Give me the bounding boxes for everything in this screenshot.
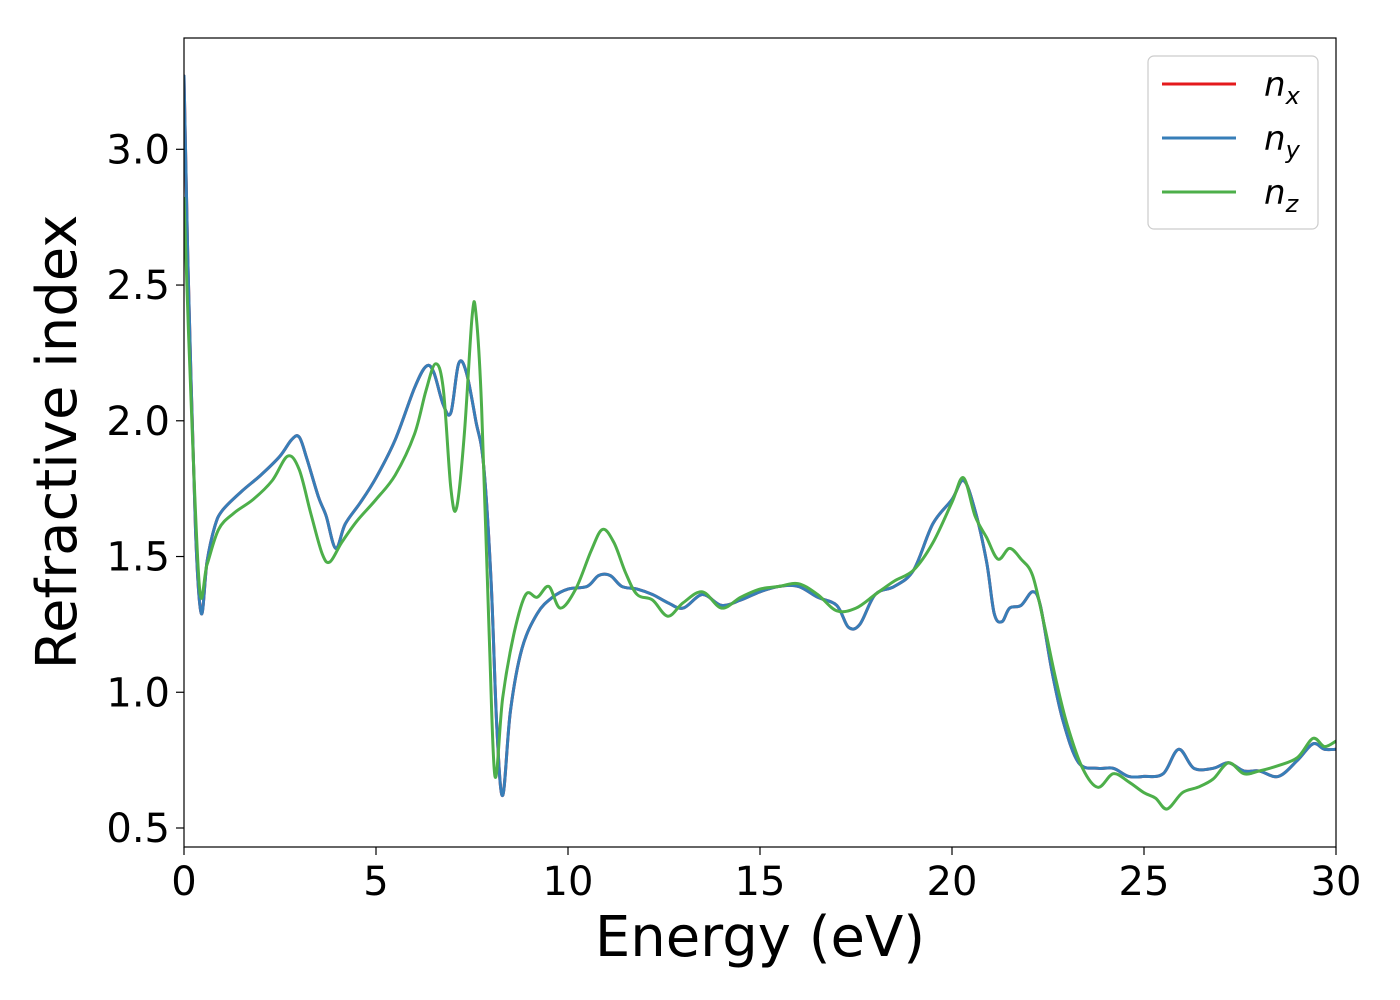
x-tick-label: 20 (927, 859, 978, 905)
legend: nx ny nz (1147, 55, 1319, 230)
y-tick-label: 2.5 (106, 263, 170, 309)
series-layer (184, 74, 1336, 811)
x-axis-label: Energy (eV) (595, 905, 925, 970)
y-tick-label: 2.0 (106, 399, 170, 445)
legend-label-z: nz (1264, 173, 1300, 218)
y-tick-label: 0.5 (106, 806, 170, 852)
y-tick-label: 1.5 (106, 535, 170, 581)
x-tick-label: 0 (171, 859, 196, 905)
y-tick-label: 3.0 (106, 127, 170, 173)
y-axis: 0.5 1.0 1.5 2.0 2.5 3.0 (106, 127, 184, 852)
x-tick-label: 25 (1119, 859, 1170, 905)
x-tick-label: 30 (1311, 859, 1362, 905)
series-line-y (184, 74, 1336, 797)
y-axis-label: Refractive index (25, 215, 90, 670)
y-tick-label: 1.0 (106, 670, 170, 716)
series-line-z (184, 196, 1336, 811)
legend-label-x: nx (1264, 65, 1301, 110)
x-tick-label: 5 (363, 859, 388, 905)
x-tick-label: 15 (735, 859, 786, 905)
legend-box (1147, 55, 1319, 230)
x-tick-label: 10 (543, 859, 594, 905)
x-axis: 0 5 10 15 20 25 30 (171, 847, 1361, 905)
legend-label-y: ny (1264, 119, 1301, 164)
